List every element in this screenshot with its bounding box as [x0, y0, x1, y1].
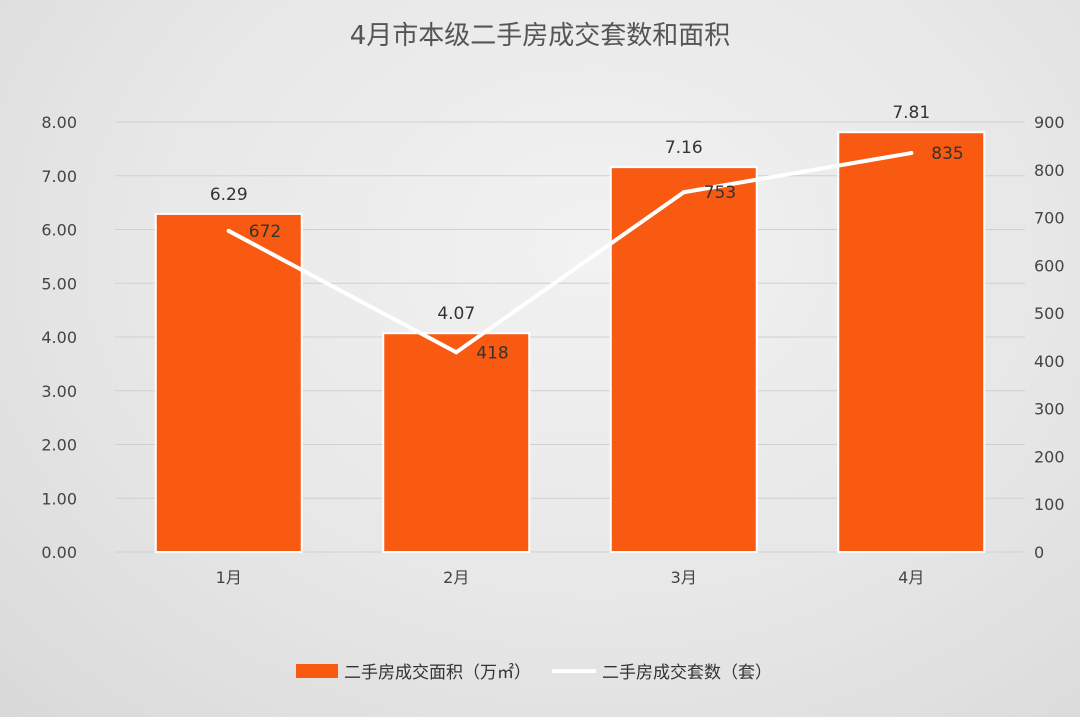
- right-tick-label: 500: [1034, 304, 1065, 323]
- legend-bar-label: 二手房成交面积（万㎡）: [344, 663, 531, 683]
- line-value-label: 835: [931, 144, 963, 164]
- bars-layer: [154, 131, 986, 553]
- line-value-label: 753: [704, 183, 736, 203]
- bar-value-label: 6.29: [210, 185, 248, 205]
- line-layer: [226, 151, 914, 355]
- left-tick-label: 3.00: [41, 382, 77, 401]
- legend-line-label: 二手房成交套数（套）: [602, 663, 772, 683]
- left-tick-label: 5.00: [41, 274, 77, 293]
- x-tick-label: 4月: [898, 568, 924, 587]
- line-series: [226, 151, 914, 355]
- chart-title: 4月市本级二手房成交套数和面积: [350, 21, 731, 51]
- line-value-label: 672: [249, 222, 281, 242]
- left-tick-label: 6.00: [41, 221, 77, 240]
- bar-value-label: 4.07: [437, 304, 475, 324]
- right-tick-label: 900: [1034, 113, 1065, 132]
- left-tick-label: 8.00: [41, 113, 77, 132]
- left-axis: 0.00 1.00 2.00 3.00 4.00 5.00 6.00 7.00 8.00: [41, 113, 77, 562]
- bar: [837, 131, 986, 553]
- x-tick-label: 3月: [671, 568, 697, 587]
- legend: 二手房成交面积（万㎡） 二手房成交套数（套）: [296, 663, 772, 683]
- line-point: [226, 228, 231, 233]
- right-axis: 0 100 200 300 400 500 600 700 800 900: [1034, 113, 1065, 562]
- left-tick-label: 2.00: [41, 436, 77, 455]
- right-tick-label: 0: [1034, 543, 1044, 562]
- right-tick-label: 200: [1034, 447, 1065, 466]
- bar-value-label: 7.81: [892, 103, 930, 123]
- left-tick-label: 0.00: [41, 543, 77, 562]
- right-tick-label: 400: [1034, 352, 1065, 371]
- bar-value-label: 7.16: [665, 138, 703, 158]
- labels-layer: 6.29 4.07 7.16 7.81 672 418 753 835: [210, 103, 964, 363]
- x-tick-label: 1月: [216, 568, 242, 587]
- right-tick-label: 300: [1034, 400, 1065, 419]
- left-tick-label: 1.00: [41, 489, 77, 508]
- left-tick-label: 4.00: [41, 328, 77, 347]
- legend-bar-swatch: [296, 664, 338, 678]
- bar: [609, 166, 758, 553]
- x-tick-label: 2月: [443, 568, 469, 587]
- right-tick-label: 700: [1034, 209, 1065, 228]
- line-value-label: 418: [476, 343, 508, 363]
- line-point: [454, 350, 459, 355]
- line-point: [681, 190, 686, 195]
- bar: [382, 332, 531, 553]
- right-tick-label: 800: [1034, 161, 1065, 180]
- right-tick-label: 600: [1034, 256, 1065, 275]
- left-tick-label: 7.00: [41, 167, 77, 186]
- x-axis: 1月 2月 3月 4月: [216, 568, 925, 587]
- bar: [154, 212, 303, 553]
- line-point: [909, 151, 914, 156]
- right-tick-label: 100: [1034, 495, 1065, 514]
